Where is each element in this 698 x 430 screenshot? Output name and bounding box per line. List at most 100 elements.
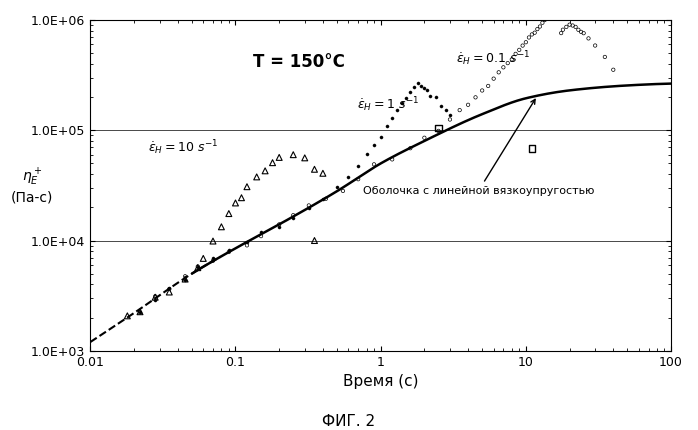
Point xyxy=(535,23,546,30)
Point xyxy=(488,75,499,82)
Point xyxy=(498,64,509,71)
Point xyxy=(542,13,553,20)
Point xyxy=(332,183,343,190)
Point xyxy=(493,69,504,76)
Point xyxy=(352,176,364,183)
Point xyxy=(510,50,521,57)
Point xyxy=(255,233,267,240)
Point xyxy=(482,83,493,89)
Point xyxy=(524,34,535,41)
Point xyxy=(192,263,203,270)
Point xyxy=(179,273,191,280)
Point xyxy=(529,29,540,36)
Point xyxy=(192,264,203,270)
Point xyxy=(433,124,444,131)
Point xyxy=(514,46,525,53)
Point xyxy=(573,26,584,33)
Point xyxy=(251,173,262,180)
Point xyxy=(387,156,398,163)
Point xyxy=(288,212,299,218)
Point xyxy=(412,79,423,86)
Point xyxy=(537,19,548,26)
Point xyxy=(440,106,451,113)
Point xyxy=(550,3,561,10)
Point xyxy=(477,87,488,94)
Point xyxy=(590,42,601,49)
Point xyxy=(274,221,285,228)
Point xyxy=(408,83,419,90)
Point xyxy=(236,194,247,201)
Point xyxy=(303,202,314,209)
Point xyxy=(381,123,392,130)
Point xyxy=(575,28,586,35)
Point xyxy=(149,293,161,300)
Point xyxy=(274,224,285,230)
Point xyxy=(135,308,146,315)
Point xyxy=(387,115,398,122)
Point xyxy=(419,134,430,141)
Point xyxy=(567,22,578,29)
Point xyxy=(242,242,253,249)
Point xyxy=(135,309,146,316)
Point xyxy=(506,56,517,63)
Point xyxy=(422,86,433,93)
Point xyxy=(164,289,175,295)
Point xyxy=(242,239,253,246)
Text: ФИГ. 2: ФИГ. 2 xyxy=(322,414,376,429)
Point xyxy=(430,94,441,101)
Point xyxy=(318,170,329,177)
Point xyxy=(560,24,572,31)
Point xyxy=(557,26,568,33)
Point xyxy=(436,102,447,109)
Point xyxy=(299,154,311,161)
Point xyxy=(405,89,416,96)
Point xyxy=(230,200,241,206)
Point xyxy=(526,145,537,152)
Point xyxy=(303,205,314,212)
Point xyxy=(463,101,474,108)
Point xyxy=(149,296,161,303)
Point xyxy=(608,66,619,73)
Text: Оболочка с линейной вязкоупругостью: Оболочка с линейной вязкоупругостью xyxy=(362,99,594,196)
Point xyxy=(532,26,543,33)
Point xyxy=(415,83,426,89)
Point xyxy=(320,195,332,202)
Point xyxy=(369,141,380,148)
Point xyxy=(445,116,456,123)
Point xyxy=(554,0,565,6)
Point xyxy=(255,229,267,236)
Point xyxy=(600,53,611,60)
Point xyxy=(564,21,575,28)
Point xyxy=(164,286,175,292)
Point xyxy=(198,255,209,262)
Point xyxy=(502,60,513,67)
Point xyxy=(337,187,348,194)
Point xyxy=(392,106,403,113)
Point xyxy=(526,31,537,38)
Point xyxy=(445,111,456,118)
Point xyxy=(433,127,444,134)
Point xyxy=(121,313,133,319)
Point xyxy=(242,183,253,190)
Point xyxy=(583,35,594,42)
X-axis label: Время (c): Время (c) xyxy=(343,374,418,389)
Point xyxy=(216,223,227,230)
Point xyxy=(179,276,191,283)
Point xyxy=(149,294,161,301)
Y-axis label: $\eta_E^+$
(Па-с): $\eta_E^+$ (Па-с) xyxy=(11,167,53,204)
Point xyxy=(223,249,235,255)
Point xyxy=(405,145,416,152)
Point xyxy=(309,166,320,173)
Point xyxy=(352,162,364,169)
Point xyxy=(548,5,559,12)
Point xyxy=(274,154,285,161)
Text: $\dot{\varepsilon}_H = 10\ s^{-1}$: $\dot{\varepsilon}_H = 10\ s^{-1}$ xyxy=(149,138,218,157)
Point xyxy=(361,151,372,158)
Point xyxy=(540,17,551,24)
Point xyxy=(546,8,557,15)
Text: $\dot{\varepsilon}_H = 0.1\ s^{-1}$: $\dot{\varepsilon}_H = 0.1\ s^{-1}$ xyxy=(456,49,530,68)
Point xyxy=(164,285,175,292)
Point xyxy=(135,309,146,316)
Point xyxy=(223,210,235,217)
Point xyxy=(396,99,408,106)
